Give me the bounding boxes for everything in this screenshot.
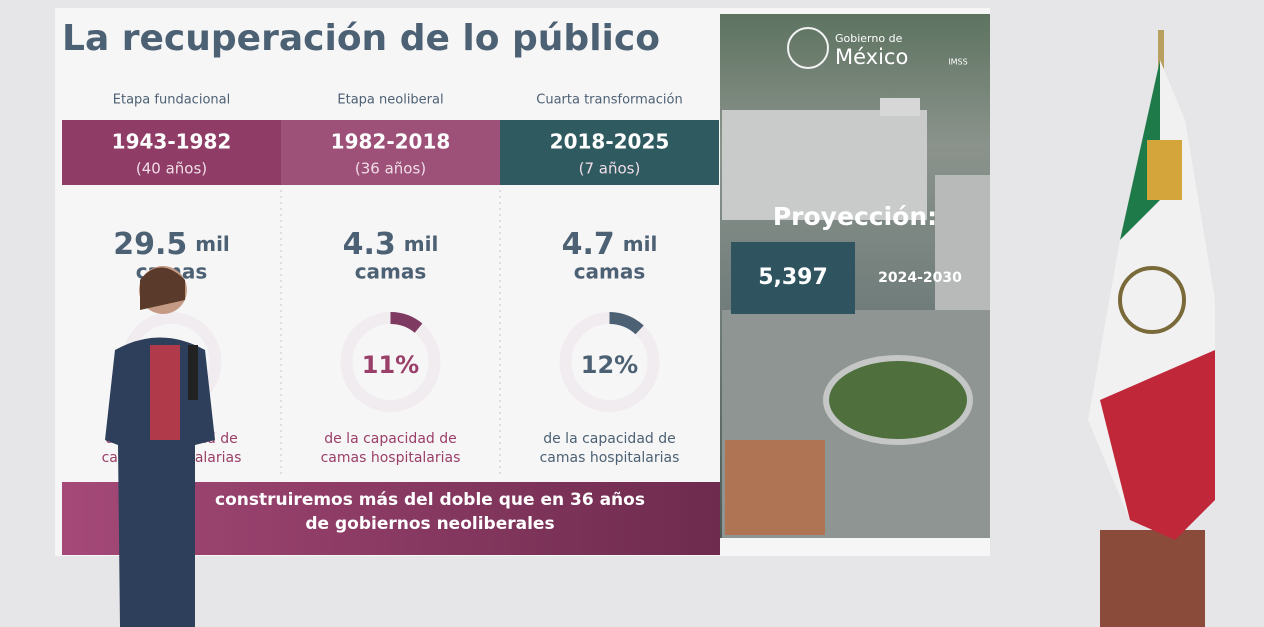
- amount: 4.3 mil: [343, 227, 439, 262]
- banner-text: construiremos más del doble que en 36 añ…: [215, 490, 645, 534]
- caption: de la capacidad de camas hospitalarias: [320, 431, 461, 466]
- amount: 29.5 mil: [113, 227, 230, 262]
- stage-label: Etapa fundacional: [113, 93, 230, 108]
- flag-tassel: [1147, 140, 1182, 200]
- caption-box: de la capacidad de camas hospitalarias: [539, 431, 680, 466]
- building: [880, 98, 920, 116]
- projection-box: [731, 242, 855, 314]
- amount-unit: mil: [404, 232, 439, 256]
- stage-band: [62, 120, 281, 185]
- gauge-label: 12%: [581, 351, 638, 379]
- years: 1982-2018: [331, 130, 451, 154]
- years: 1943-1982: [112, 130, 232, 154]
- building: [722, 110, 927, 220]
- duration: (40 años): [136, 160, 207, 178]
- presenter-hair: [140, 267, 185, 310]
- logo-line1: Gobierno de: [835, 32, 903, 45]
- flag-base: [1100, 530, 1205, 627]
- amount-number: 4.7: [562, 227, 615, 262]
- years: 2018-2025: [550, 130, 670, 154]
- stage-band: [281, 120, 500, 185]
- walkway: [725, 440, 825, 535]
- amount-number: 29.5: [113, 227, 187, 262]
- amount-unit: mil: [195, 232, 230, 256]
- caption: de la capacidad de camas hospitalarias: [539, 431, 680, 466]
- logo-seal: [787, 27, 829, 69]
- presenter-body: [105, 337, 215, 627]
- stage-label: Etapa neoliberal: [337, 93, 443, 108]
- projection-heading: Proyección:: [773, 202, 937, 231]
- stage-band: [500, 120, 719, 185]
- gauge-arc: [390, 312, 423, 333]
- gauge-arc: [609, 312, 644, 335]
- logo-line2: México: [835, 45, 908, 69]
- caption-box: de la capacidad de camas hospitalarias: [320, 431, 461, 466]
- amount-number: 4.3: [343, 227, 396, 262]
- banner-box: construiremos más del doble que en 36 añ…: [215, 490, 645, 534]
- slide-title: La recuperación de lo público: [62, 18, 660, 59]
- flag-red: [1100, 350, 1215, 540]
- gauge-label: 11%: [362, 351, 419, 379]
- amount-unit: mil: [623, 232, 658, 256]
- projection-period: 2024-2030: [878, 270, 962, 286]
- garden: [823, 355, 973, 445]
- duration: (7 años): [579, 160, 641, 178]
- building: [935, 175, 990, 335]
- flag-emblem: [1118, 266, 1186, 334]
- logo-agency: IMSS: [948, 58, 967, 67]
- duration: (36 años): [355, 160, 426, 178]
- microphone: [188, 345, 198, 400]
- amount-noun: camas: [574, 260, 646, 284]
- projection-value: 5,397: [758, 265, 828, 290]
- stage-label: Cuarta transformación: [536, 93, 682, 108]
- amount: 4.7 mil: [562, 227, 658, 262]
- presenter-blouse: [150, 345, 180, 440]
- amount-noun: camas: [355, 260, 427, 284]
